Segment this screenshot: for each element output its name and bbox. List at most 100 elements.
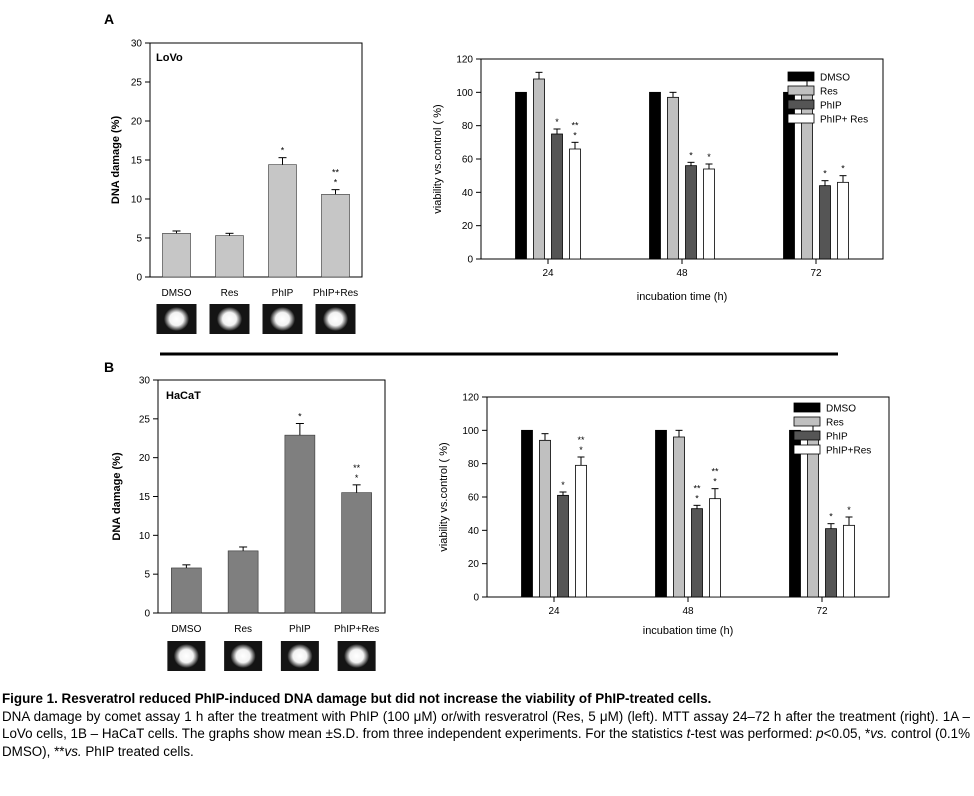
bar xyxy=(703,168,715,260)
significance-mark-0: * xyxy=(561,480,565,490)
legend-swatch xyxy=(787,71,815,82)
x-tick-label: 24 xyxy=(548,606,560,617)
legend-swatch xyxy=(793,444,821,455)
comet-head xyxy=(230,644,256,668)
y-tick-label: 30 xyxy=(131,39,143,50)
x-tick-label: DMSO xyxy=(171,624,201,635)
bar xyxy=(321,194,350,278)
y-tick-label: 60 xyxy=(462,155,474,166)
y-tick-label: 20 xyxy=(468,559,480,570)
y-axis-label: viability vs.control ( %) xyxy=(438,442,450,551)
x-tick-label: 72 xyxy=(810,268,822,279)
caption-title: Figure 1. Resveratrol reduced PhIP-induc… xyxy=(2,691,712,706)
legend-swatch xyxy=(793,402,821,413)
legend-swatch xyxy=(793,430,821,441)
legend-label: PhIP xyxy=(826,432,848,443)
y-tick-label: 10 xyxy=(139,531,151,542)
bar xyxy=(539,439,551,598)
comet-head xyxy=(173,644,199,668)
bar xyxy=(569,148,581,260)
y-tick-label: 0 xyxy=(473,593,479,604)
bar xyxy=(789,429,801,598)
significance-mark-0: * xyxy=(823,169,827,179)
y-tick-label: 40 xyxy=(462,188,474,199)
significance-mark-0: ** xyxy=(711,467,719,477)
bar xyxy=(551,133,563,260)
x-tick-label: 72 xyxy=(816,606,828,617)
bar xyxy=(268,164,297,278)
bar xyxy=(655,429,667,598)
caption-t: t xyxy=(686,726,691,741)
y-tick-label: 100 xyxy=(456,88,473,99)
x-tick-label: Res xyxy=(221,288,239,299)
comet-image-phip xyxy=(280,641,319,671)
y-tick-label: 30 xyxy=(139,376,151,387)
comet-head xyxy=(216,307,243,331)
comet-images-lovo xyxy=(156,304,356,334)
y-tick-label: 0 xyxy=(136,273,142,284)
chart-lovo-viability: 0 20 40 60 80 100 120 viability vs.control ( %)… xyxy=(432,55,884,303)
x-axis-label: incubation time (h) xyxy=(637,291,728,303)
significance-mark-0: * xyxy=(841,164,845,174)
x-tick-label: Res xyxy=(234,624,252,635)
caption-body-4: control (0.1% DMSO), ** xyxy=(2,726,970,759)
bar xyxy=(341,492,372,614)
significance-mark-0: ** xyxy=(353,463,361,473)
y-tick-label: 120 xyxy=(456,55,473,66)
bar xyxy=(709,498,721,598)
significance-mark-1: * xyxy=(334,178,338,188)
y-tick-label: 5 xyxy=(144,570,150,581)
bar xyxy=(284,434,316,614)
bar xyxy=(825,528,837,598)
y-tick-label: 100 xyxy=(462,426,479,437)
bar xyxy=(837,181,849,260)
legend-label: DMSO xyxy=(826,404,856,415)
caption-body-1: DNA damage by comet assay 1 h after the … xyxy=(2,708,970,742)
x-tick-label: PhIP+Res xyxy=(334,624,379,635)
significance-mark-0: ** xyxy=(577,435,585,445)
caption-vs-1: vs. xyxy=(870,726,888,741)
significance-mark-1: * xyxy=(579,445,583,455)
bar xyxy=(819,185,831,260)
comet-image-res xyxy=(224,641,263,671)
significance-mark-1: * xyxy=(695,493,699,503)
comet-images-hacat xyxy=(167,641,376,671)
significance-mark-0: ** xyxy=(693,483,701,493)
y-tick-label: 10 xyxy=(131,195,143,206)
legend-swatch xyxy=(787,113,815,124)
bar xyxy=(515,91,527,260)
y-tick-label: 80 xyxy=(462,121,474,132)
y-tick-label: 40 xyxy=(468,526,480,537)
significance-mark-0: * xyxy=(281,146,285,156)
bar xyxy=(649,91,661,260)
comet-image-dmso xyxy=(167,641,206,671)
legend-label: PhIP+ Res xyxy=(820,115,868,126)
y-axis-label: viability vs.control ( %) xyxy=(432,104,444,213)
comet-image-phip xyxy=(262,304,303,334)
bar xyxy=(227,550,259,614)
legend-swatch xyxy=(793,416,821,427)
chart-title: LoVo xyxy=(156,52,183,64)
figure: A B 0 5 10 15 20 25 30 LoVo DNA damage (%) DMSO Re… xyxy=(104,11,890,671)
bar xyxy=(667,96,679,260)
chart-lovo-dna-damage: 0 5 10 15 20 25 30 LoVo DNA damage (%) DMSO Res * Ph… xyxy=(110,39,363,299)
significance-mark-0: * xyxy=(298,411,302,421)
bar xyxy=(521,429,533,598)
x-tick-label: 48 xyxy=(682,606,694,617)
caption-vs-2: vs. xyxy=(64,743,82,759)
x-tick-label: DMSO xyxy=(162,288,192,299)
y-tick-label: 80 xyxy=(468,459,480,470)
significance-mark-1: * xyxy=(355,473,359,483)
significance-mark-0: ** xyxy=(571,120,579,130)
significance-mark-0: * xyxy=(829,512,833,522)
comet-image-dmso xyxy=(156,304,197,334)
bar xyxy=(215,235,244,278)
legend-label: Res xyxy=(820,87,838,98)
chart-hacat-viability: 0 20 40 60 80 100 120 viability vs.control ( %)… xyxy=(438,393,890,637)
y-tick-label: 0 xyxy=(467,255,473,266)
x-tick-label: PhIP+Res xyxy=(313,288,358,299)
caption-body-5: PhIP treated cells. xyxy=(81,743,194,759)
chart-hacat-dna-damage: 0 5 10 15 20 25 30 HaCaT DNA damage (%) DMSO Res * P… xyxy=(111,376,386,635)
legend-label: Res xyxy=(826,418,844,429)
bar xyxy=(801,86,813,260)
